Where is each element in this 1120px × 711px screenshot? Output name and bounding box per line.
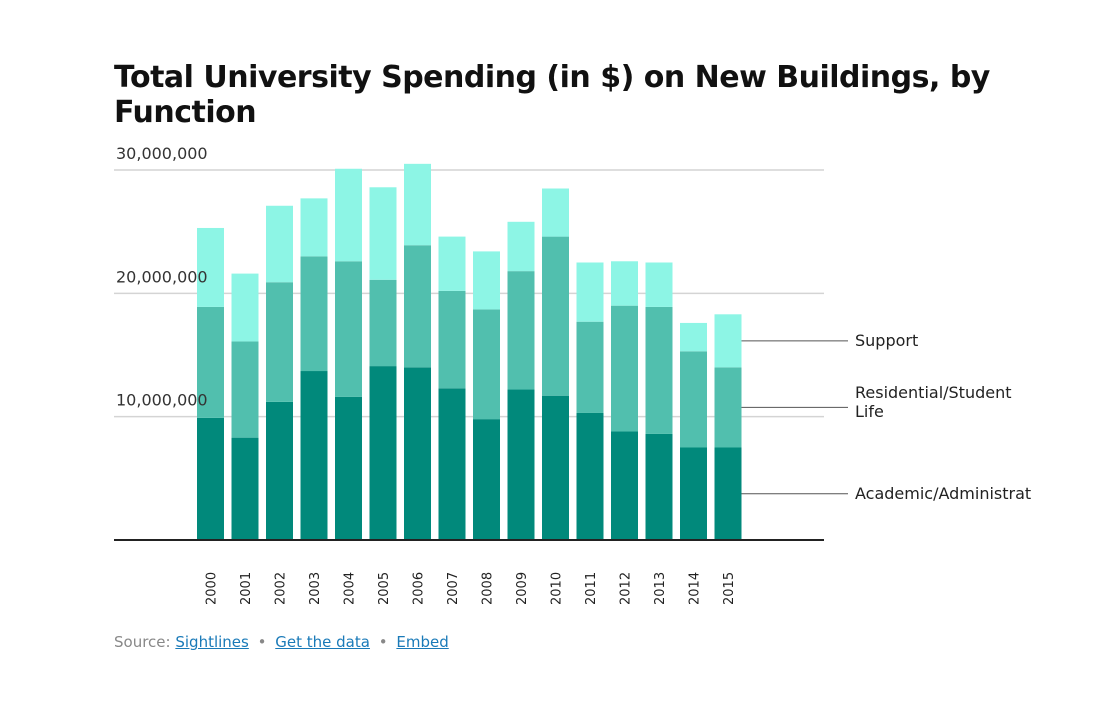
bar-support-2014 [680,322,707,352]
bar-academic-administrative-2002 [266,401,293,540]
x-tick-label: 2007 [446,572,461,605]
bar-residential-student-life-2009 [507,271,535,390]
legend-label-residential-student-life: Life [855,402,884,421]
legend-label-residential-student-life: Residential/Student [855,383,1012,402]
source-link-sightlines[interactable]: Sightlines [175,633,249,651]
legend: Academic/Administrat Residential/StudentL… [741,331,1031,503]
bar-residential-student-life-2005 [369,279,397,367]
x-tick-label: 2015 [722,572,737,605]
bar-academic-administrative-2006 [404,367,431,540]
x-tick-label: 2012 [619,572,634,605]
source-line: Source: Sightlines • Get the data • Embe… [114,633,449,651]
x-tick-label: 2004 [343,572,358,605]
bar-residential-student-life-2013 [645,306,673,434]
bar-support-2000 [197,227,224,307]
y-tick-label: 20,000,000 [116,267,208,286]
x-tick-label: 2010 [550,572,565,605]
y-tick-label: 30,000,000 [116,144,208,163]
bar-residential-student-life-2014 [680,351,707,448]
bar-support-2001 [231,273,259,342]
bar-support-2002 [266,205,293,283]
bar-residential-student-life-2004 [335,261,362,397]
separator-dot: • [378,633,388,651]
bar-support-2015 [714,314,742,368]
source-prefix: Source: [114,633,171,651]
bar-academic-administrative-2011 [576,412,604,540]
bar-academic-administrative-2015 [714,447,742,540]
bar-support-2006 [404,163,431,246]
bar-residential-student-life-2012 [611,305,638,432]
x-tick-label: 2005 [377,572,392,605]
bar-support-2011 [576,262,604,322]
bar-residential-student-life-2015 [714,367,742,448]
bar-support-2010 [542,188,569,237]
bar-academic-administrative-2005 [369,366,397,540]
bar-residential-student-life-2008 [473,309,500,420]
x-tick-label: 2003 [308,572,323,605]
axes: 10,000,000 20,000,000 30,000,000 2000 2001 20… [114,144,824,605]
bar-academic-administrative-2008 [473,419,500,540]
separator-dot: • [257,633,267,651]
bar-residential-student-life-2007 [438,290,466,389]
bars [197,163,742,540]
x-tick-label: 2013 [653,572,668,605]
bar-residential-student-life-2011 [576,321,604,413]
bar-support-2012 [611,261,638,306]
bar-support-2003 [300,198,328,257]
bar-academic-administrative-2010 [542,395,569,540]
bar-residential-student-life-2002 [266,282,293,402]
get-the-data-link[interactable]: Get the data [275,633,370,651]
x-tick-label: 2014 [688,572,703,605]
y-tick-label: 10,000,000 [116,391,208,410]
x-tick-label: 2006 [412,572,427,605]
bar-support-2005 [369,187,397,280]
bar-academic-administrative-2003 [300,371,328,540]
bar-academic-administrative-2014 [680,447,707,540]
bar-academic-administrative-2001 [231,437,259,540]
embed-link[interactable]: Embed [396,633,449,651]
bar-support-2009 [507,221,535,272]
bar-residential-student-life-2010 [542,236,569,396]
legend-label-support: Support [855,331,918,350]
bar-support-2004 [335,168,362,262]
bar-academic-administrative-2007 [438,388,466,540]
bar-academic-administrative-2004 [335,396,362,540]
bar-support-2008 [473,251,500,310]
bar-support-2013 [645,262,673,307]
x-tick-label: 2011 [584,572,599,605]
bar-academic-administrative-2009 [507,389,535,540]
x-tick-label: 2000 [205,572,220,605]
bar-academic-administrative-2000 [197,417,224,540]
bar-support-2007 [438,236,466,291]
x-tick-label: 2009 [515,572,530,605]
legend-label-academic-administrative: Academic/Administrat [855,484,1031,503]
chart-title: Total University Spending (in $) on New … [114,60,990,130]
x-tick-label: 2002 [274,572,289,605]
bar-academic-administrative-2012 [611,431,638,540]
bar-residential-student-life-2006 [404,245,431,368]
bar-residential-student-life-2001 [231,341,259,438]
x-tick-label: 2008 [481,572,496,605]
x-tick-label: 2001 [239,572,254,605]
bar-residential-student-life-2000 [197,306,224,418]
bar-academic-administrative-2013 [645,433,673,540]
bar-residential-student-life-2003 [300,256,328,372]
